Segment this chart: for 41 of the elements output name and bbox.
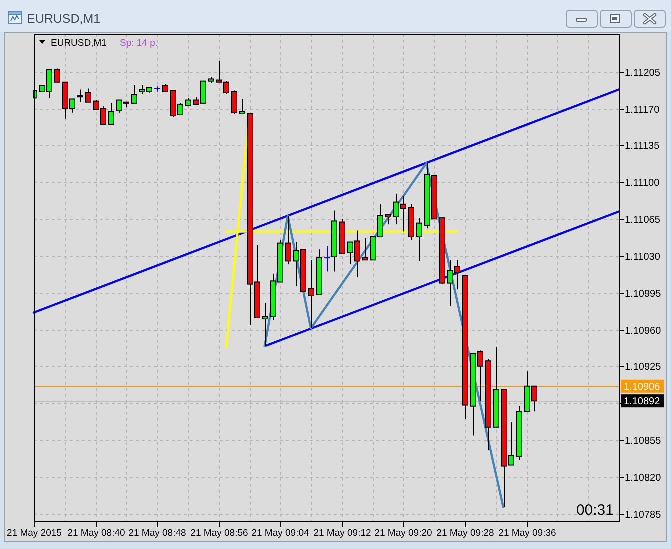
candlestick	[108, 102, 114, 125]
y-tick-label: 1.11065	[625, 215, 661, 226]
y-tick-label: 1.11205	[625, 68, 661, 79]
candlestick	[262, 302, 268, 347]
y-tick-label: 1.11135	[625, 141, 660, 152]
x-tick-label: 21 May 09:28	[436, 528, 494, 539]
y-tick-label: 1.10995	[625, 289, 662, 300]
y-tick-label: 1.11030	[625, 252, 661, 263]
chart-title: EURUSD,M1	[27, 12, 101, 26]
candlestick	[308, 260, 314, 330]
y-tick-label: 1.10785	[625, 510, 662, 521]
x-tick-label: 21 May 08:56	[190, 528, 248, 539]
x-tick-label: 21 May 09:12	[314, 528, 372, 539]
y-tick-label: 1.10820	[625, 473, 662, 484]
ref-line-label: 1.10906	[624, 382, 661, 393]
x-tick-label: 21 May 09:20	[374, 528, 432, 539]
ref-line-label: 1.10892	[624, 396, 661, 408]
y-tick-label: 1.11100	[625, 178, 660, 189]
y-tick-label: 1.10855	[625, 436, 662, 447]
x-tick-label: 21 May 08:40	[68, 528, 126, 539]
candlestick	[132, 85, 138, 104]
y-tick-label: 1.10925	[625, 362, 662, 373]
y-tick-label: 1.10960	[625, 326, 662, 337]
candlestick	[324, 246, 331, 272]
annotation: Sp: 14 p.	[120, 38, 158, 49]
candlestick	[232, 90, 238, 114]
candlestick	[54, 68, 60, 83]
candlestick	[362, 238, 368, 261]
candlestick	[286, 215, 292, 265]
candlestick	[86, 88, 92, 103]
annotation: 00:31	[576, 502, 614, 519]
chart-title: EURUSD,M1	[51, 38, 107, 49]
x-tick-label: 21 May 2015	[7, 528, 62, 539]
x-tick-label: 21 May 08:48	[128, 528, 186, 539]
x-tick-label: 21 May 09:36	[498, 528, 556, 539]
candlestick	[78, 89, 84, 103]
candlestick	[386, 214, 392, 225]
x-tick-label: 21 May 09:04	[252, 528, 310, 539]
candlestick	[240, 98, 246, 114]
candlestick	[416, 218, 422, 262]
y-tick-label: 1.11170	[625, 105, 660, 116]
